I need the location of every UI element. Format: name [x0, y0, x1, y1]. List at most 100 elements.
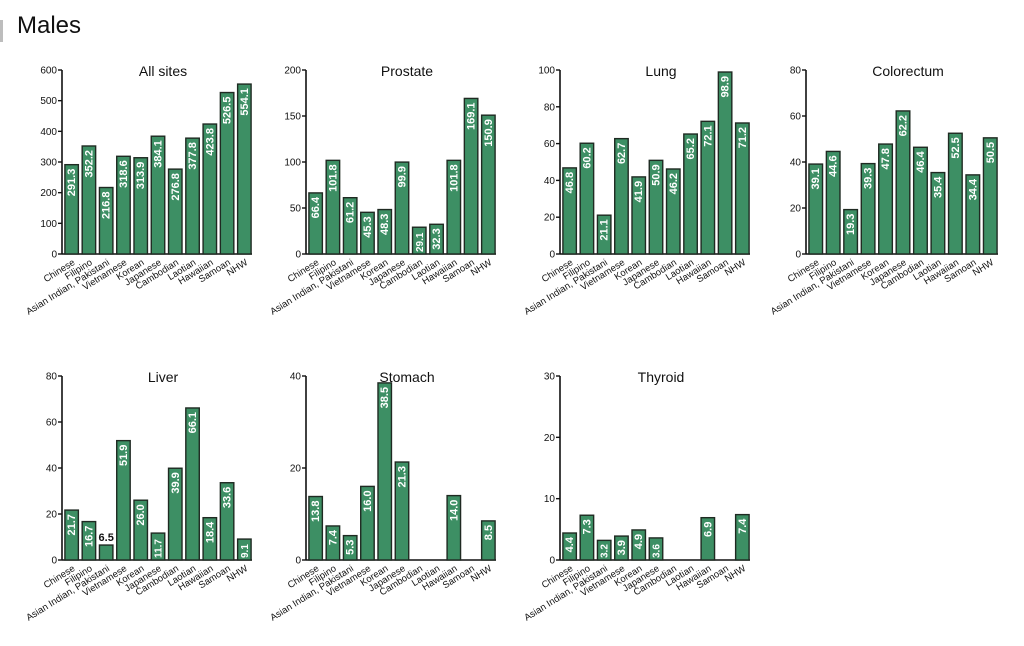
y-tick-label: 0: [51, 250, 57, 261]
bar: [308, 192, 324, 255]
data-label: 21.7: [66, 514, 78, 535]
bar: [98, 186, 114, 255]
data-label: 101.8: [448, 164, 460, 192]
bar: [665, 168, 681, 255]
bar: [596, 214, 612, 255]
y-tick-label: 10: [544, 494, 556, 505]
y-tick-label: 40: [544, 176, 556, 187]
bar: [219, 91, 235, 255]
y-tick-label: 20: [544, 213, 556, 224]
bar: [133, 499, 149, 561]
data-label: 101.8: [327, 164, 339, 192]
y-tick-label: 600: [40, 66, 57, 77]
data-label: 47.8: [880, 148, 892, 169]
data-label: 16.0: [362, 490, 374, 511]
data-label: 62.7: [616, 143, 628, 164]
bar: [325, 525, 341, 561]
bar: [700, 120, 716, 255]
bar: [116, 439, 131, 561]
bar: [167, 467, 183, 561]
y-tick-label: 60: [790, 112, 802, 123]
data-label: 46.8: [564, 172, 576, 193]
bar: [411, 226, 427, 255]
bar: [965, 174, 981, 255]
data-label: 45.3: [362, 216, 374, 237]
bar: [377, 382, 393, 561]
bar: [446, 159, 462, 255]
y-tick-label: 0: [795, 250, 801, 261]
y-tick-label: 300: [40, 158, 57, 169]
bar: [236, 538, 252, 561]
y-tick-label: 80: [46, 372, 58, 383]
bar: [825, 150, 841, 255]
bar: [912, 146, 928, 255]
data-label: 313.9: [135, 162, 147, 190]
y-tick-label: 20: [46, 510, 58, 521]
bar: [377, 208, 393, 255]
data-label: 21.1: [599, 219, 611, 240]
data-label: 61.2: [345, 202, 357, 223]
data-label: 5.3: [345, 540, 357, 555]
data-label: 8.5: [483, 525, 495, 540]
bar: [360, 485, 375, 561]
data-label: 3.6: [652, 544, 663, 558]
bar: [394, 461, 410, 561]
bar: [446, 494, 462, 561]
bar: [342, 534, 358, 561]
data-label: 35.4: [932, 176, 944, 198]
bar: [843, 208, 859, 255]
data-label: 52.5: [950, 137, 962, 158]
chart-title: Prostate: [381, 63, 433, 79]
data-label: 66.1: [187, 412, 199, 433]
chart-title: Stomach: [379, 369, 434, 385]
y-tick-label: 80: [544, 102, 556, 113]
data-label: 13.8: [310, 501, 322, 522]
bar: [480, 520, 496, 561]
chart-title: Lung: [645, 63, 676, 79]
y-tick-label: 40: [290, 372, 302, 383]
y-tick-label: 60: [544, 139, 556, 150]
data-label: 16.7: [83, 526, 95, 547]
data-label: 34.4: [967, 178, 979, 200]
data-label: 48.3: [379, 214, 391, 235]
data-label: 150.9: [483, 119, 495, 147]
bar: [808, 163, 824, 255]
bar: [150, 135, 166, 255]
bar: [579, 142, 595, 255]
bar: [202, 516, 218, 561]
chart-stomach: Stomach0204013.8Chinese7.4Filipino5.3Asi…: [268, 369, 496, 623]
data-label: 44.6: [828, 155, 840, 176]
bar: [342, 196, 358, 255]
bar: [579, 514, 595, 561]
bar: [631, 176, 647, 255]
data-label: 3.2: [600, 544, 611, 558]
page-title: Males: [17, 12, 82, 39]
y-tick-label: 40: [46, 464, 58, 475]
data-label: 66.4: [310, 196, 322, 218]
data-label: 50.5: [985, 142, 997, 163]
bar: [480, 114, 496, 255]
bar: [116, 155, 131, 255]
bar: [895, 110, 911, 255]
bar: [167, 168, 183, 255]
bar: [98, 544, 114, 561]
bar: [133, 157, 149, 255]
data-label: 7.4: [737, 518, 749, 534]
bar: [185, 137, 200, 255]
data-label: 72.1: [702, 125, 714, 146]
data-label: 18.4: [204, 521, 216, 543]
bar: [648, 159, 664, 255]
data-label: 7.3: [581, 519, 593, 534]
bar: [700, 516, 716, 561]
y-tick-label: 0: [295, 556, 301, 567]
bar: [360, 211, 375, 255]
data-label: 377.8: [187, 142, 199, 170]
data-label: 60.2: [581, 147, 593, 168]
data-label: 99.9: [397, 166, 409, 187]
data-label: 352.2: [83, 150, 95, 178]
chart-liver: Liver02040608021.7Chinese16.7Filipino6.5…: [24, 369, 252, 623]
edge-marker: [0, 20, 3, 42]
chart-lung: Lung02040608010046.8Chinese60.2Filipino2…: [522, 63, 750, 317]
data-label: 51.9: [118, 445, 130, 466]
data-label: 526.5: [222, 97, 234, 125]
